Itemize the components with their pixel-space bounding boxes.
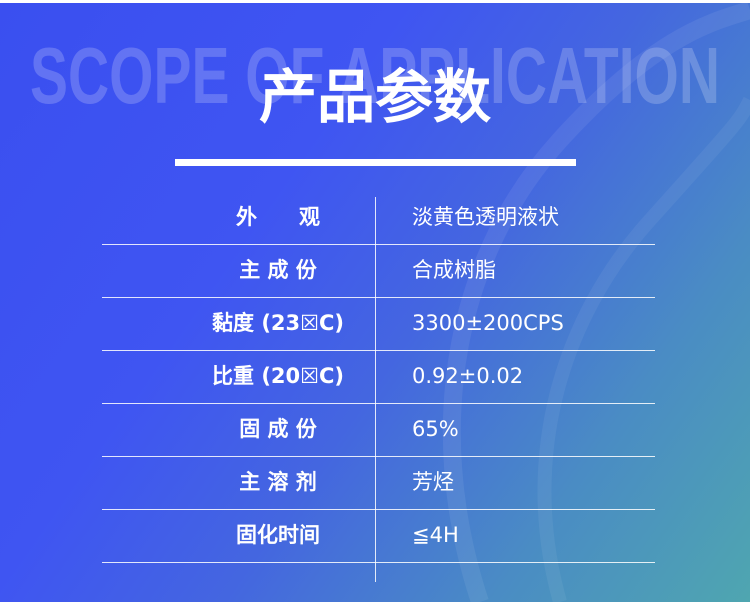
param-label: 比重 (20☒C) <box>212 364 344 388</box>
page-title: 产品参数 <box>258 63 491 131</box>
param-value: 65% <box>412 417 459 441</box>
param-label: 黏度 (23☒C) <box>212 311 344 335</box>
title-underline <box>175 159 576 166</box>
table-row: 固 成 份 65% <box>102 403 655 457</box>
param-value: 淡黄色透明液状 <box>412 205 559 229</box>
param-label: 主 溶 剂 <box>239 470 317 494</box>
param-label: 固 成 份 <box>239 417 317 441</box>
param-value: 合成树脂 <box>412 258 496 282</box>
table-row: 外 观 淡黄色透明液状 <box>102 191 655 245</box>
param-value: 3300±200CPS <box>412 311 564 335</box>
param-value: ≦4H <box>412 523 459 547</box>
param-label: 外 观 <box>236 205 320 229</box>
table-row: 比重 (20☒C) 0.92±0.02 <box>102 350 655 404</box>
table-row: 黏度 (23☒C) 3300±200CPS <box>102 297 655 351</box>
param-value: 0.92±0.02 <box>412 364 524 388</box>
table-row: 主 成 份 合成树脂 <box>102 244 655 298</box>
decorative-wave <box>442 1 750 602</box>
top-strip <box>0 0 750 3</box>
column-divider <box>375 197 376 582</box>
param-label: 主 成 份 <box>239 258 317 282</box>
decorative-wave <box>537 96 750 602</box>
background-word: SCOPE OF APPLICATION <box>30 31 720 120</box>
param-label: 固化时间 <box>236 523 320 547</box>
param-value: 芳烃 <box>412 470 454 494</box>
table-row: 固化时间 ≦4H <box>102 509 655 563</box>
table-row: 主 溶 剂 芳烃 <box>102 456 655 510</box>
